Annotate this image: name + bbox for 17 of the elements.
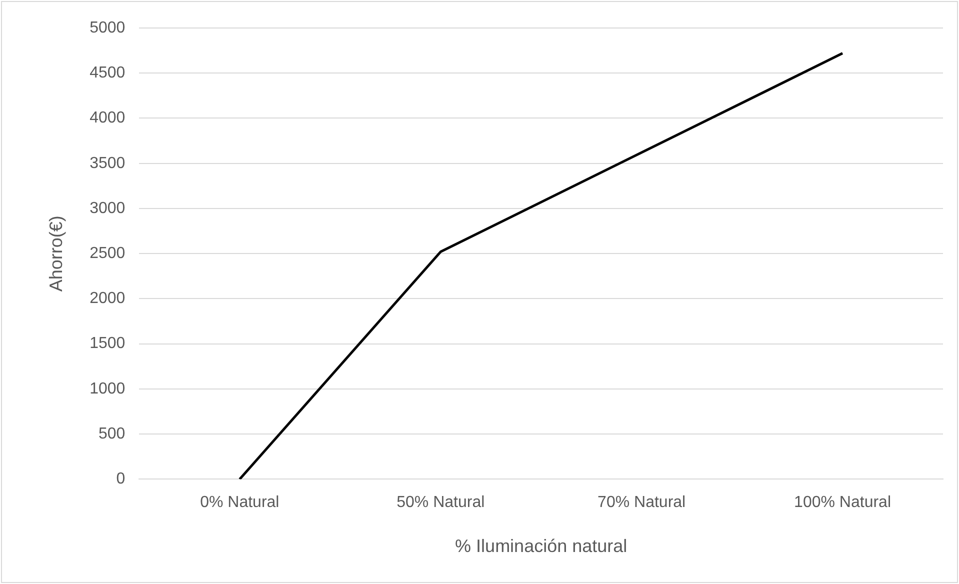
y-tick-label: 5000 — [90, 19, 126, 36]
y-tick-label: 3000 — [90, 200, 126, 217]
x-tick-label: 50% Natural — [396, 494, 485, 512]
y-axis-title: Ahorro(€) — [46, 216, 66, 292]
x-tick-label: 0% Natural — [200, 494, 280, 512]
x-axis-title: % Iluminación natural — [455, 536, 628, 556]
y-tick-label: 2000 — [90, 290, 126, 308]
y-tick-label: 1500 — [90, 335, 126, 352]
x-tick-label: 70% Natural — [598, 494, 686, 512]
y-tick-label: 500 — [98, 425, 126, 442]
y-tick-label: 4500 — [90, 64, 126, 82]
y-tick-label: 1000 — [90, 380, 126, 398]
x-tick-label: 100% Natural — [794, 494, 891, 512]
y-tick-label: 0 — [116, 470, 126, 488]
y-tick-label: 4000 — [90, 110, 126, 127]
y-tick-label: 2500 — [90, 245, 126, 262]
y-tick-label: 3500 — [90, 154, 126, 172]
